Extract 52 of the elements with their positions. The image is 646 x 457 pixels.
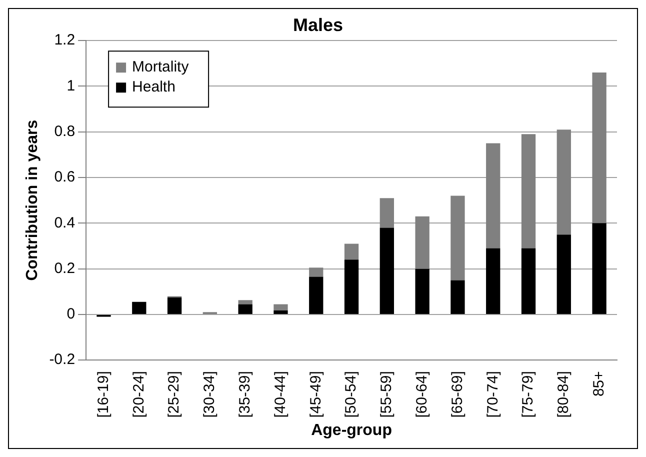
x-tick-label: [20-24] [130, 371, 148, 418]
legend-label: Mortality [132, 58, 190, 76]
bar [132, 302, 146, 314]
y-tick-label: 0.8 [54, 123, 76, 140]
x-tick-label: [40-44] [272, 371, 289, 418]
bar [415, 268, 430, 314]
x-tick-label: 85+ [590, 370, 608, 397]
bar [238, 304, 252, 314]
y-tick-label: -0.2 [49, 351, 76, 368]
bar [450, 280, 465, 314]
bar [450, 196, 465, 280]
x-tick-label: [30-34] [201, 371, 218, 418]
x-tick-label: [75-79] [520, 371, 537, 418]
bar [309, 268, 324, 277]
bar [592, 72, 606, 224]
y-tick-label: 0 [66, 306, 76, 323]
bar [521, 248, 536, 314]
bar [344, 260, 359, 314]
bar [167, 297, 182, 314]
bar [274, 310, 288, 314]
bar [380, 198, 394, 228]
y-tick-label: 1.2 [54, 32, 76, 49]
y-tick-label: 0.6 [54, 168, 76, 186]
y-axis-title: Contribution in years [24, 120, 42, 281]
x-tick-label: [45-49] [307, 371, 324, 418]
y-tick-label: 0.4 [54, 214, 76, 232]
x-tick-label: [70-74] [484, 371, 502, 418]
bar [274, 304, 288, 310]
bar [309, 276, 324, 314]
bar [486, 143, 500, 248]
y-tick-label: 0.2 [54, 260, 76, 277]
chart-title: Males [292, 14, 344, 35]
bar [415, 216, 430, 269]
bar [238, 300, 252, 304]
bar [521, 134, 536, 248]
x-tick-label: [25-29] [166, 371, 183, 418]
bar [592, 223, 606, 314]
x-tick-label: [60-64] [413, 371, 430, 418]
bar [344, 244, 359, 260]
x-tick-label: [35-39] [236, 371, 254, 418]
x-tick-label: [65-69] [448, 371, 466, 418]
bar [486, 248, 500, 314]
bar [556, 130, 571, 235]
x-axis-title: Age-group [311, 422, 392, 439]
x-tick-label: [80-84] [555, 371, 572, 418]
legend-label: Health [132, 78, 176, 96]
x-tick-label: [55-59] [378, 371, 396, 418]
bar [556, 234, 571, 314]
bar [380, 228, 394, 314]
x-tick-label: [50-54] [342, 371, 360, 418]
x-tick-label: [16-19] [94, 371, 112, 418]
y-tick-label: 1 [66, 77, 76, 94]
